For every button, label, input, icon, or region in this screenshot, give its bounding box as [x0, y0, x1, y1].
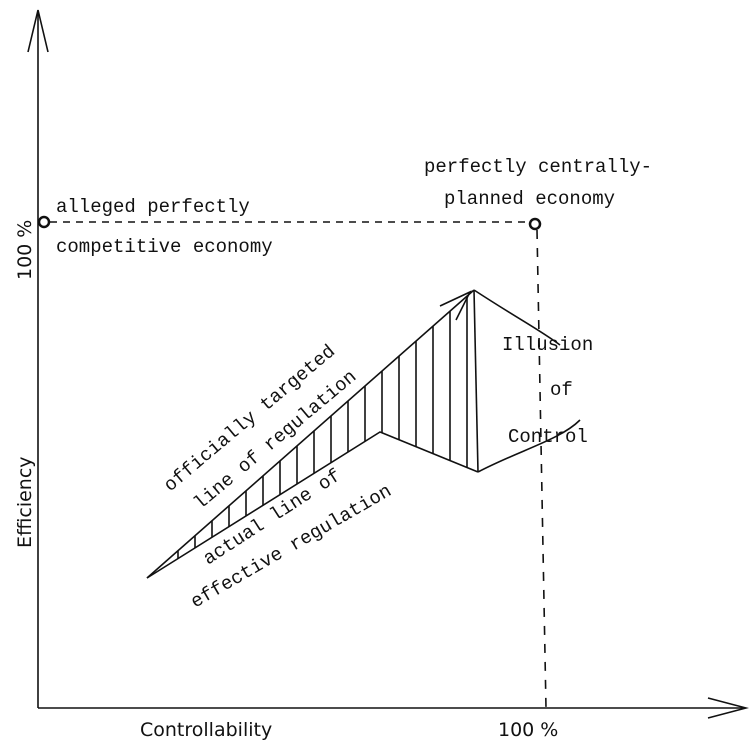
- y-axis-label: Efficiency: [14, 456, 36, 548]
- actual-line: [146, 431, 479, 579]
- arrow-head: [439, 290, 472, 321]
- label: of: [550, 379, 573, 401]
- y-max-label: 100 %: [14, 220, 36, 280]
- target-line: [146, 289, 475, 579]
- x-axis-label: Controllability: [140, 719, 272, 741]
- hatching: [177, 296, 468, 559]
- label: Illusion: [502, 334, 593, 356]
- x-arrow: [707, 697, 749, 719]
- label: alleged perfectly: [56, 196, 250, 218]
- dashed-line: [536, 229, 547, 709]
- pointer: [473, 289, 561, 346]
- label: competitive economy: [56, 236, 273, 258]
- label: planned economy: [444, 188, 615, 210]
- y-arrow: [27, 9, 49, 53]
- label: Control: [508, 426, 588, 448]
- pointer: [477, 419, 581, 473]
- point: [37, 215, 51, 229]
- x-max-label: 100 %: [498, 719, 558, 741]
- label: perfectly centrally-: [424, 156, 652, 178]
- point: [528, 217, 542, 231]
- gap-line: [473, 289, 479, 473]
